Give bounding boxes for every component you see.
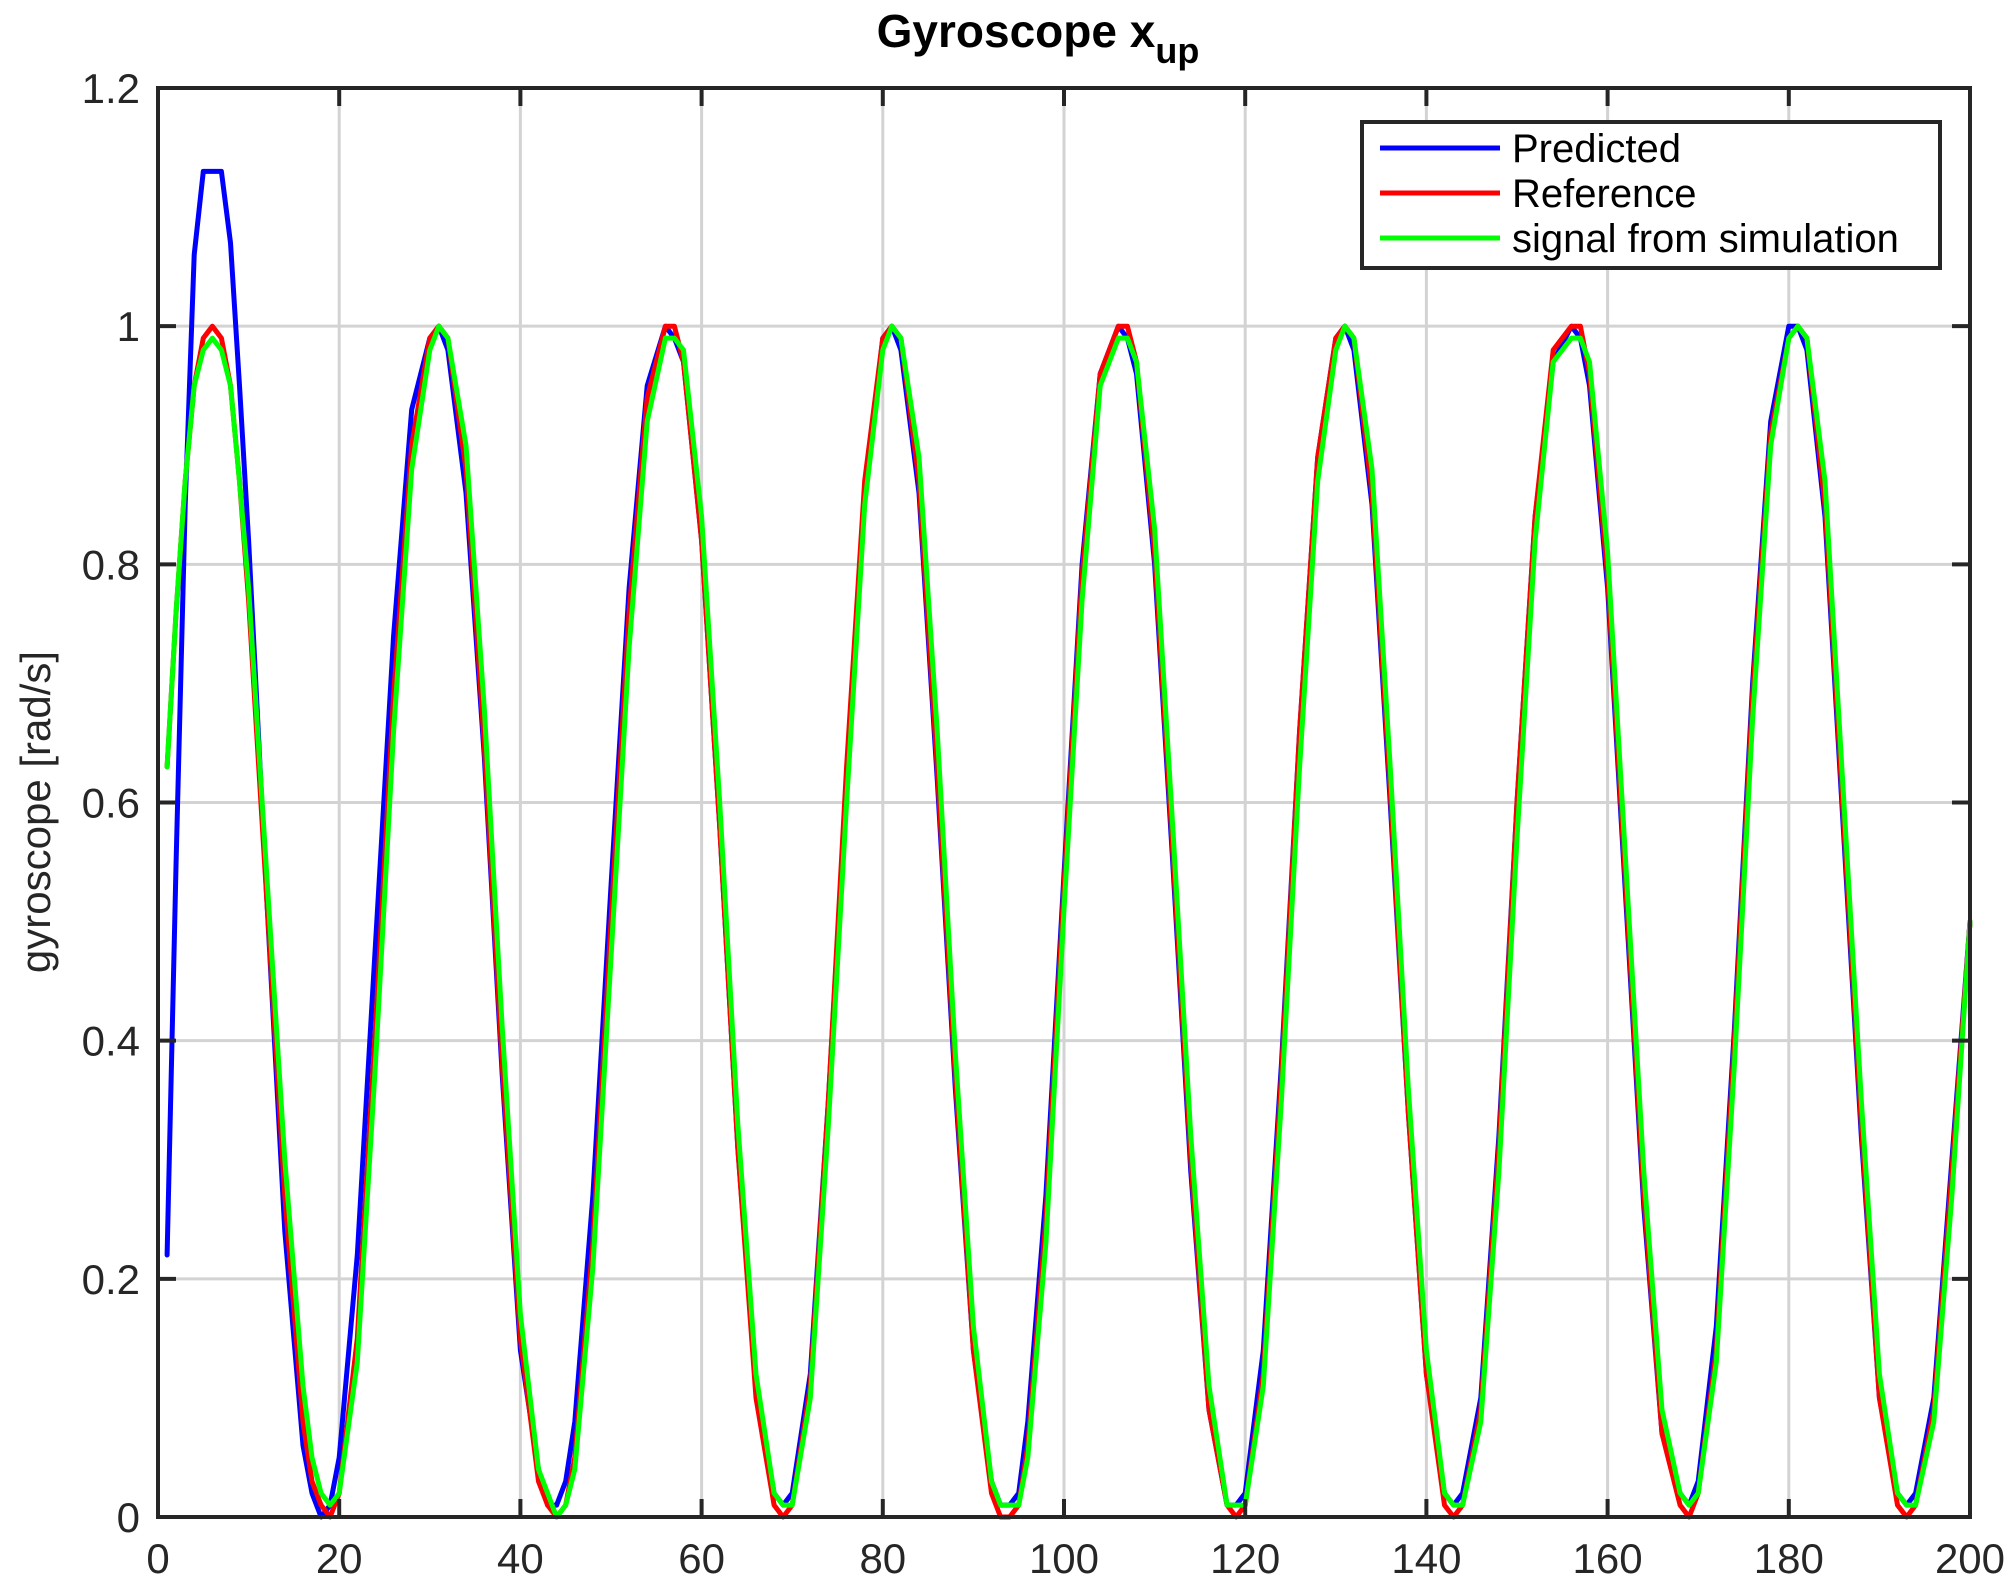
chart-title-subscript: up <box>1155 30 1199 71</box>
x-tick-label: 60 <box>678 1535 725 1581</box>
tick-labels: 0 20 40 60 80 100 120 140 160 180 200 0 0.2 0.4 0.6 0.8… <box>82 65 2005 1581</box>
legend-label: signal from simulation <box>1512 217 1899 261</box>
x-tick-label: 100 <box>1029 1535 1099 1581</box>
x-tick-label: 40 <box>497 1535 544 1581</box>
y-tick-label: 1.2 <box>82 65 140 112</box>
y-tick-label: 0.2 <box>82 1256 140 1303</box>
x-tick-label: 120 <box>1210 1535 1280 1581</box>
y-tick-label: 0.6 <box>82 780 140 827</box>
x-tick-label: 0 <box>146 1535 169 1581</box>
plot-lines <box>164 168 1973 1520</box>
series-line <box>164 323 1973 1520</box>
legend-label: Predicted <box>1512 127 1681 171</box>
chart-title: Gyroscope xup <box>877 5 1200 71</box>
y-axis-label: gyroscope [rad/s] <box>12 651 59 973</box>
y-tick-label: 0.8 <box>82 541 140 588</box>
x-tick-label: 160 <box>1573 1535 1643 1581</box>
x-tick-label: 20 <box>316 1535 363 1581</box>
x-tick-label: 140 <box>1391 1535 1461 1581</box>
x-tick-label: 80 <box>859 1535 906 1581</box>
x-tick-label: 200 <box>1935 1535 2005 1581</box>
legend-label: Reference <box>1512 172 1697 216</box>
axes <box>156 86 1972 1519</box>
y-tick-label: 1 <box>117 303 140 350</box>
y-tick-label: 0.4 <box>82 1018 140 1065</box>
chart-title-main: Gyroscope x <box>877 5 1156 57</box>
y-tick-label: 0 <box>117 1494 140 1541</box>
x-tick-label: 180 <box>1754 1535 1824 1581</box>
